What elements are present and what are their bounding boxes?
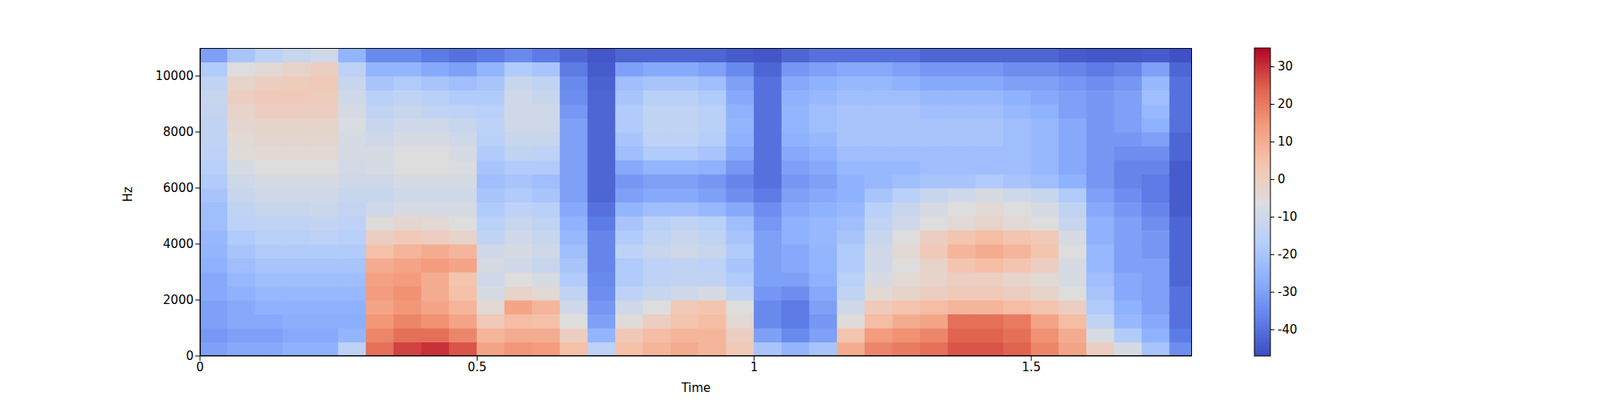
svg-text:-10: -10 <box>1277 209 1298 224</box>
svg-text:0: 0 <box>1277 172 1286 187</box>
svg-text:2000: 2000 <box>163 292 194 308</box>
svg-text:30: 30 <box>1277 59 1293 74</box>
svg-text:0.5: 0.5 <box>467 360 487 375</box>
svg-text:4000: 4000 <box>163 236 194 252</box>
svg-text:8000: 8000 <box>163 124 194 140</box>
svg-text:10: 10 <box>1277 134 1293 149</box>
svg-text:-40: -40 <box>1277 322 1298 337</box>
svg-text:-30: -30 <box>1277 284 1298 300</box>
svg-text:-20: -20 <box>1277 247 1298 262</box>
svg-text:1: 1 <box>750 360 759 375</box>
svg-text:6000: 6000 <box>163 180 194 196</box>
svg-text:0: 0 <box>196 360 204 375</box>
svg-text:Time: Time <box>680 380 712 396</box>
svg-text:0: 0 <box>185 348 194 364</box>
svg-text:1.5: 1.5 <box>1021 360 1041 375</box>
svg-text:Hz: Hz <box>120 186 136 202</box>
svg-text:10000: 10000 <box>155 68 194 84</box>
svg-text:20: 20 <box>1277 96 1293 112</box>
